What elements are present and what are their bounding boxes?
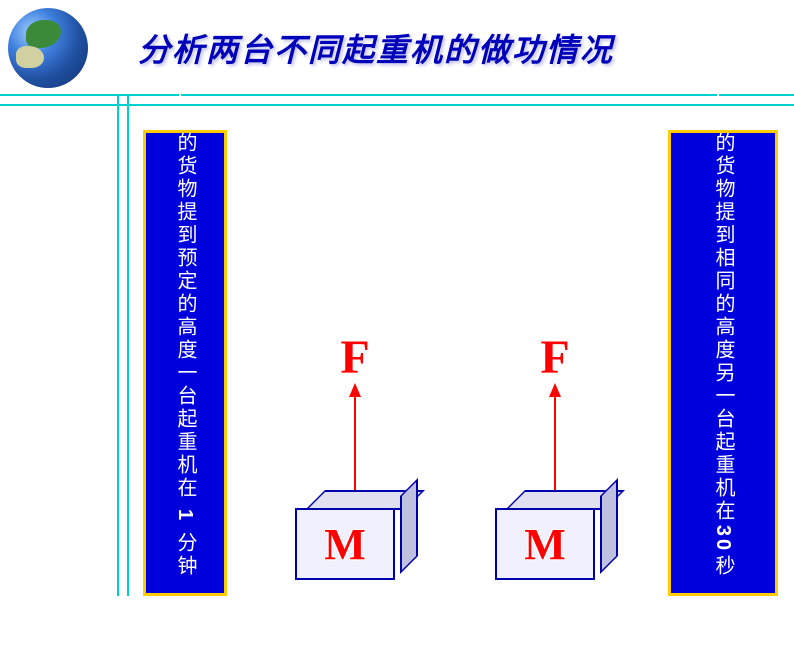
- crane-left: F M: [290, 330, 420, 580]
- divider-v-right: [127, 94, 129, 596]
- force-label-left: F: [290, 330, 420, 385]
- left-text-box: 1吨的货物提到预定的高度 一台起重机在1分钟 内把: [143, 130, 227, 596]
- divider-h-top: [0, 94, 794, 96]
- mass-box-left: M: [295, 490, 415, 580]
- divider-v-left: [117, 94, 119, 596]
- globe-icon: [8, 8, 88, 88]
- divider-h-bottom: [0, 104, 794, 106]
- right-text-box: 1吨的货物提到相同的高度 另一台起重机在30秒 内把: [668, 130, 778, 596]
- left-line1: 一台起重机在1分钟 内把: [169, 362, 201, 649]
- mass-label-left: M: [324, 519, 366, 570]
- arrow-icon-right: [554, 385, 556, 495]
- page-title: 分析两台不同起重机的做功情况: [138, 25, 614, 71]
- mass-box-right: M: [495, 490, 615, 580]
- crane-right: F M: [490, 330, 620, 580]
- right-line1: 另一台起重机在30秒 内把: [707, 362, 739, 649]
- arrow-icon-left: [354, 385, 356, 495]
- mass-label-right: M: [524, 519, 566, 570]
- force-label-right: F: [490, 330, 620, 385]
- header: 分析两台不同起重机的做功情况: [0, 0, 794, 96]
- left-line2: 1吨的货物提到预定的高度: [169, 77, 201, 362]
- right-line2: 1吨的货物提到相同的高度: [707, 77, 739, 362]
